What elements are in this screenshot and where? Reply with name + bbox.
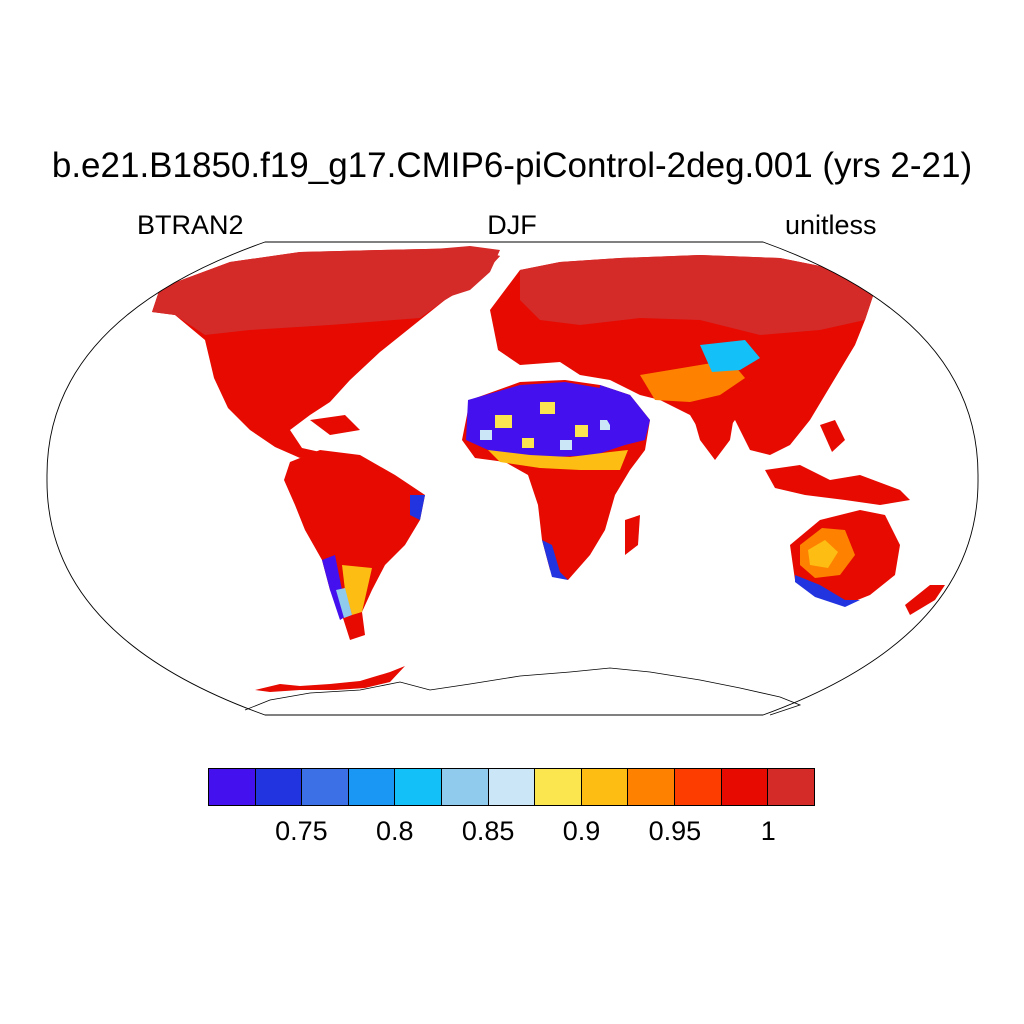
colorbar — [208, 768, 815, 806]
colorbar-box — [488, 769, 536, 805]
colorbar-box — [255, 769, 303, 805]
map-title: b.e21.B1850.f19_g17.CMIP6-piControl-2deg… — [51, 146, 973, 185]
madagascar-land — [625, 515, 640, 555]
colorbar-box — [395, 769, 443, 805]
variable-label: BTRAN2 — [137, 210, 244, 240]
map-border — [46, 241, 979, 716]
colorbar-box — [768, 769, 814, 805]
colorbar-tick-label: 0.95 — [648, 816, 702, 846]
colorbar-box — [209, 769, 256, 805]
units-label: unitless — [785, 210, 877, 240]
south-africa-dry — [542, 540, 568, 580]
land-fill — [152, 246, 945, 692]
antarctic-peninsula — [255, 666, 405, 692]
se-asia-islands — [765, 465, 910, 505]
colorbar-box — [721, 769, 769, 805]
colorbar-box — [348, 769, 396, 805]
colorbar-box — [581, 769, 629, 805]
south-america-land — [284, 450, 425, 640]
colorbar-box — [302, 769, 349, 805]
sahel-transition — [488, 450, 628, 470]
colorbar-tick-label: 0.85 — [461, 816, 515, 846]
antarctica-outline — [244, 667, 802, 716]
colorbar-box — [628, 769, 676, 805]
colorbar-box — [535, 769, 582, 805]
central-asia-dry — [700, 340, 760, 372]
australia-south-dry — [795, 575, 860, 607]
japan-land — [820, 420, 845, 452]
south-america-light-strip — [336, 588, 352, 618]
new-zealand-land — [905, 585, 945, 615]
patagonia-transition — [342, 565, 372, 615]
india-land — [690, 405, 735, 460]
colorbar-tick-label: 0.8 — [375, 816, 414, 846]
sahara-desert — [466, 382, 638, 457]
colorbar-tick-label: 0.9 — [562, 816, 601, 846]
south-america-dry-east — [410, 495, 425, 520]
siberia-land — [520, 255, 875, 335]
colorbar-box — [675, 769, 722, 805]
middle-east-desert — [598, 385, 650, 445]
colorbar-tick-label: 1 — [760, 816, 776, 846]
colorbar-box — [442, 769, 489, 805]
greenland-land — [400, 246, 500, 298]
caribbean-land — [310, 415, 360, 435]
sahara-patches-yellow — [495, 402, 588, 448]
colorbar-tick-label: 0.75 — [275, 816, 328, 846]
australia-dry-core — [808, 540, 838, 568]
season-label: DJF — [487, 210, 537, 240]
